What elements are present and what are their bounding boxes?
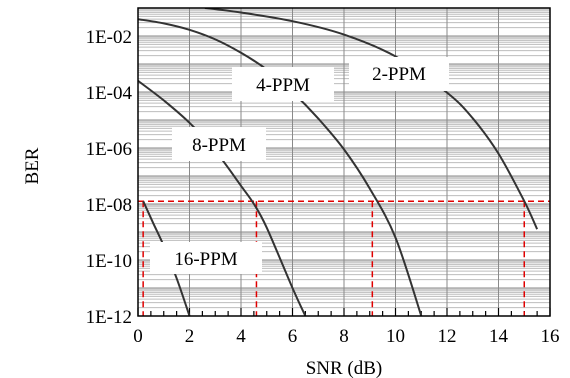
series-label-8-ppm: 8-PPM xyxy=(192,135,246,156)
series-label-2-ppm: 2-PPM xyxy=(372,64,426,85)
y-tick-label: 1E-04 xyxy=(86,83,133,104)
x-tick-label: 16 xyxy=(541,326,560,347)
plot-frame xyxy=(137,7,551,317)
x-tick-label: 6 xyxy=(288,326,298,347)
x-tick-label: 14 xyxy=(489,326,509,347)
y-tick-label: 1E-02 xyxy=(86,27,132,48)
series-label-8-ppm-group: 8-PPM xyxy=(172,127,266,161)
x-tick-label: 8 xyxy=(339,326,349,347)
x-tick-label: 0 xyxy=(133,326,143,347)
y-tick-label: 1E-10 xyxy=(86,251,132,272)
series-label-2-ppm-group: 2-PPM xyxy=(349,57,449,91)
x-tick-labels: 0 2 4 6 8 10 12 14 16 xyxy=(133,326,559,347)
y-tick-label: 1E-08 xyxy=(86,195,132,216)
x-tick-label: 12 xyxy=(438,326,457,347)
series-label-4-ppm-box xyxy=(232,67,334,101)
series-label-16-ppm: 16-PPM xyxy=(174,249,237,270)
x-tick-label: 2 xyxy=(185,326,195,347)
x-tick-label: 4 xyxy=(236,326,246,347)
y-tick-label: 1E-12 xyxy=(86,307,132,328)
series-label-16-ppm-box xyxy=(150,242,262,274)
series-line-8-ppm xyxy=(138,80,307,316)
y-axis-title: BER xyxy=(22,147,43,184)
series-label-2-ppm-box xyxy=(349,57,449,91)
series-label-4-ppm: 4-PPM xyxy=(256,75,310,96)
series-label-16-ppm-group: 16-PPM xyxy=(150,242,262,274)
reference-lines xyxy=(138,200,550,316)
x-tick-label: 10 xyxy=(386,326,405,347)
y-tick-labels: 1E-12 1E-10 1E-08 1E-06 1E-04 1E-02 xyxy=(86,27,133,328)
series-label-8-ppm-box xyxy=(172,127,266,161)
x-axis-title: SNR (dB) xyxy=(306,358,383,378)
y-tick-label: 1E-06 xyxy=(86,139,132,160)
series-label-4-ppm-group: 4-PPM xyxy=(232,67,334,101)
